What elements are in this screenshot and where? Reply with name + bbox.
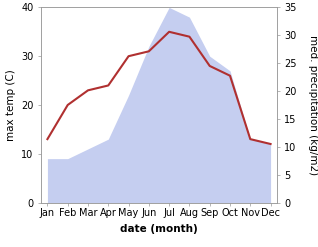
- Y-axis label: med. precipitation (kg/m2): med. precipitation (kg/m2): [308, 35, 318, 175]
- Y-axis label: max temp (C): max temp (C): [6, 69, 16, 141]
- X-axis label: date (month): date (month): [120, 224, 198, 234]
